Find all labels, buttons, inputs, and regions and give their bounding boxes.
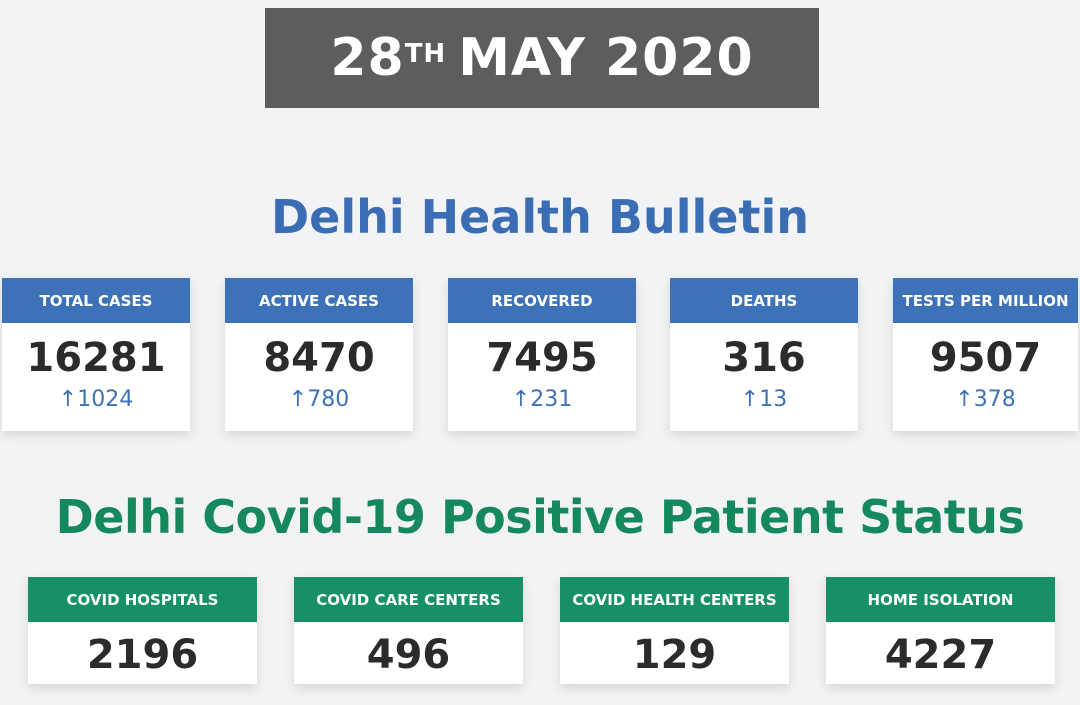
- card-label: COVID HOSPITALS: [28, 577, 257, 622]
- covid-hospitals-card: COVID HOSPITALS 2196: [28, 577, 257, 684]
- card-delta: ↑378: [955, 387, 1016, 412]
- card-value: 7495: [486, 335, 598, 381]
- card-value: 2196: [86, 632, 199, 678]
- card-value: 8470: [263, 335, 375, 381]
- card-value: 16281: [26, 335, 166, 381]
- bulletin-title: Delhi Health Bulletin: [271, 190, 809, 244]
- card-label: ACTIVE CASES: [225, 278, 413, 323]
- recovered-card: RECOVERED 7495 ↑231: [448, 278, 636, 431]
- card-delta: ↑780: [288, 387, 350, 412]
- card-value: 129: [632, 632, 717, 678]
- card-label: RECOVERED: [448, 278, 636, 323]
- deaths-card: DEATHS 316 ↑13: [670, 278, 858, 431]
- date-day: 28: [330, 28, 405, 88]
- tests-per-million-card: TESTS PER MILLION 9507 ↑378: [893, 278, 1078, 431]
- card-value: 496: [366, 632, 451, 678]
- card-value: 316: [722, 335, 806, 381]
- date-month-year: MAY 2020: [458, 28, 754, 88]
- card-delta: ↑231: [511, 387, 573, 412]
- status-title: Delhi Covid-19 Positive Patient Status: [55, 490, 1025, 544]
- card-label: COVID CARE CENTERS: [294, 577, 523, 622]
- card-label: TESTS PER MILLION: [893, 278, 1078, 323]
- card-label: COVID HEALTH CENTERS: [560, 577, 789, 622]
- date-banner: 28 TH MAY 2020: [265, 8, 819, 108]
- covid-care-centers-card: COVID CARE CENTERS 496: [294, 577, 523, 684]
- card-label: HOME ISOLATION: [826, 577, 1055, 622]
- card-delta: ↑1024: [58, 387, 134, 412]
- total-cases-card: TOTAL CASES 16281 ↑1024: [2, 278, 190, 431]
- card-label: DEATHS: [670, 278, 858, 323]
- home-isolation-card: HOME ISOLATION 4227: [826, 577, 1055, 684]
- card-label: TOTAL CASES: [2, 278, 190, 323]
- card-delta: ↑13: [740, 387, 788, 412]
- date-suffix: TH: [404, 39, 447, 69]
- covid-health-centers-card: COVID HEALTH CENTERS 129: [560, 577, 789, 684]
- card-value: 9507: [929, 335, 1042, 381]
- active-cases-card: ACTIVE CASES 8470 ↑780: [225, 278, 413, 431]
- card-value: 4227: [884, 632, 997, 678]
